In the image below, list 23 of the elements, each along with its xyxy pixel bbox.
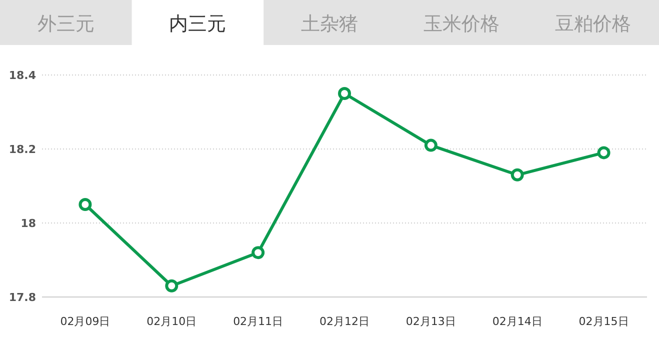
x-tick-label: 02月14日 [492, 315, 542, 328]
x-tick-label: 02月09日 [60, 315, 110, 328]
point [338, 87, 351, 100]
y-tick-label: 18.4 [8, 69, 36, 82]
text: 玉米价格 [423, 13, 500, 35]
point [252, 246, 265, 260]
x-tick-label: 02月12日 [320, 315, 370, 328]
point [165, 279, 178, 292]
text: 内三元 [169, 13, 226, 35]
x-tick-label: 02月11日 [233, 315, 284, 328]
y-tick-label: 17.8 [8, 291, 36, 304]
text: 外三元 [37, 13, 94, 35]
point [597, 146, 610, 160]
point [78, 198, 92, 211]
point [424, 138, 438, 152]
y-tick-label: 18 [20, 217, 36, 230]
x-tick-label: 02月13日 [406, 315, 456, 328]
y-tick-label: 18.2 [8, 143, 36, 156]
text: 土杂猪 [301, 13, 358, 35]
text: 豆粕价格 [555, 13, 632, 35]
point [510, 168, 524, 182]
x-tick-label: 02月10日 [146, 315, 197, 328]
x-tick-label: 02月15日 [578, 315, 629, 328]
